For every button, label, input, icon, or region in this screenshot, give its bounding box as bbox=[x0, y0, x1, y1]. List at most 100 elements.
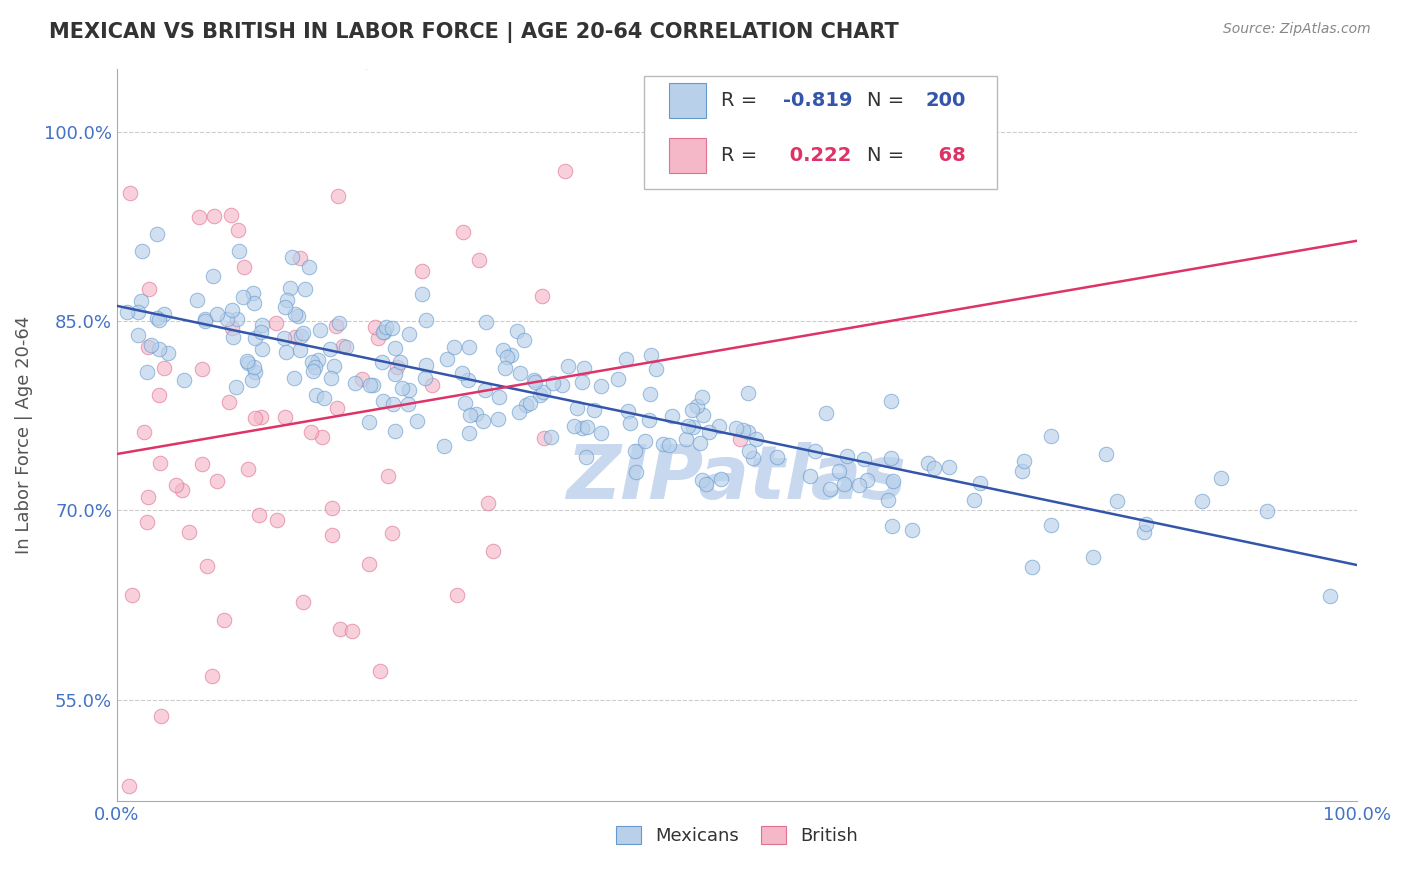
Point bbox=[415, 358, 437, 372]
Point bbox=[188, 211, 211, 225]
Point bbox=[571, 421, 593, 435]
Point bbox=[354, 54, 377, 69]
Point bbox=[225, 380, 247, 394]
Point bbox=[207, 474, 229, 488]
Point bbox=[730, 433, 752, 447]
Point bbox=[245, 366, 267, 380]
Point bbox=[1105, 494, 1128, 508]
Point bbox=[634, 434, 657, 448]
Point bbox=[591, 379, 613, 393]
Point bbox=[515, 398, 537, 412]
Point bbox=[624, 443, 647, 458]
Point bbox=[451, 366, 474, 380]
Text: -0.819: -0.819 bbox=[783, 91, 852, 111]
Point bbox=[938, 460, 960, 475]
Point bbox=[343, 376, 366, 390]
Text: N =: N = bbox=[868, 146, 911, 165]
Point bbox=[619, 417, 641, 431]
Point bbox=[299, 425, 322, 439]
Point bbox=[352, 372, 374, 386]
Point bbox=[264, 317, 287, 331]
Point bbox=[118, 779, 141, 793]
Point bbox=[472, 414, 495, 428]
Point bbox=[457, 340, 479, 354]
Point bbox=[458, 426, 481, 441]
Point bbox=[201, 669, 224, 683]
Point bbox=[364, 320, 387, 334]
Point bbox=[290, 251, 312, 265]
Point bbox=[396, 397, 419, 411]
Point bbox=[828, 464, 851, 478]
Point bbox=[837, 449, 859, 463]
Text: ZIPatlas: ZIPatlas bbox=[567, 442, 907, 516]
Point bbox=[640, 348, 662, 362]
Point bbox=[250, 318, 273, 332]
Point bbox=[328, 316, 350, 330]
Point bbox=[304, 359, 326, 374]
Point bbox=[359, 378, 381, 392]
Point bbox=[572, 361, 595, 376]
Point bbox=[513, 333, 536, 347]
Point bbox=[380, 321, 402, 335]
Point bbox=[541, 376, 564, 390]
Point bbox=[533, 431, 555, 445]
Point bbox=[149, 709, 172, 723]
Point bbox=[879, 393, 901, 408]
Point bbox=[494, 360, 516, 375]
Point bbox=[173, 373, 195, 387]
Point bbox=[637, 413, 659, 427]
Y-axis label: In Labor Force | Age 20-64: In Labor Force | Age 20-64 bbox=[15, 316, 32, 554]
Point bbox=[326, 189, 349, 203]
Point bbox=[136, 340, 159, 354]
Point bbox=[575, 420, 598, 434]
Point bbox=[373, 325, 395, 339]
Point bbox=[287, 309, 309, 323]
Point bbox=[205, 307, 228, 321]
Point bbox=[233, 260, 256, 275]
Point bbox=[384, 342, 406, 356]
Point bbox=[377, 469, 399, 483]
Point bbox=[391, 381, 413, 395]
Point bbox=[276, 293, 298, 307]
Point bbox=[319, 342, 342, 356]
Point bbox=[645, 361, 668, 376]
Point bbox=[375, 319, 398, 334]
Point bbox=[692, 408, 714, 422]
Point bbox=[153, 307, 176, 321]
Point bbox=[446, 589, 468, 603]
Point bbox=[799, 468, 821, 483]
Point bbox=[221, 321, 243, 335]
Point bbox=[922, 461, 945, 475]
Point bbox=[557, 359, 579, 373]
Point bbox=[139, 338, 162, 352]
Point bbox=[508, 405, 530, 419]
Point bbox=[236, 462, 259, 476]
Point bbox=[149, 456, 172, 470]
Point bbox=[880, 519, 903, 533]
Point bbox=[367, 331, 389, 345]
Point bbox=[276, 344, 298, 359]
Point bbox=[413, 371, 436, 385]
Point bbox=[551, 378, 574, 392]
Point bbox=[818, 482, 841, 496]
Point bbox=[321, 528, 343, 542]
Point bbox=[506, 324, 529, 338]
Point bbox=[232, 289, 254, 303]
Point bbox=[432, 439, 454, 453]
Point bbox=[420, 378, 443, 392]
Point bbox=[509, 366, 531, 380]
Point bbox=[540, 429, 562, 443]
Point bbox=[554, 164, 576, 178]
Point bbox=[252, 343, 274, 357]
Point bbox=[384, 424, 406, 438]
Point bbox=[741, 451, 763, 466]
Point bbox=[243, 295, 266, 310]
Point bbox=[226, 223, 249, 237]
Text: Source: ZipAtlas.com: Source: ZipAtlas.com bbox=[1223, 22, 1371, 37]
Point bbox=[238, 356, 260, 370]
Point bbox=[465, 407, 488, 421]
Point bbox=[1132, 524, 1154, 539]
Point bbox=[725, 421, 748, 435]
Point bbox=[882, 474, 904, 488]
Point bbox=[589, 425, 612, 440]
